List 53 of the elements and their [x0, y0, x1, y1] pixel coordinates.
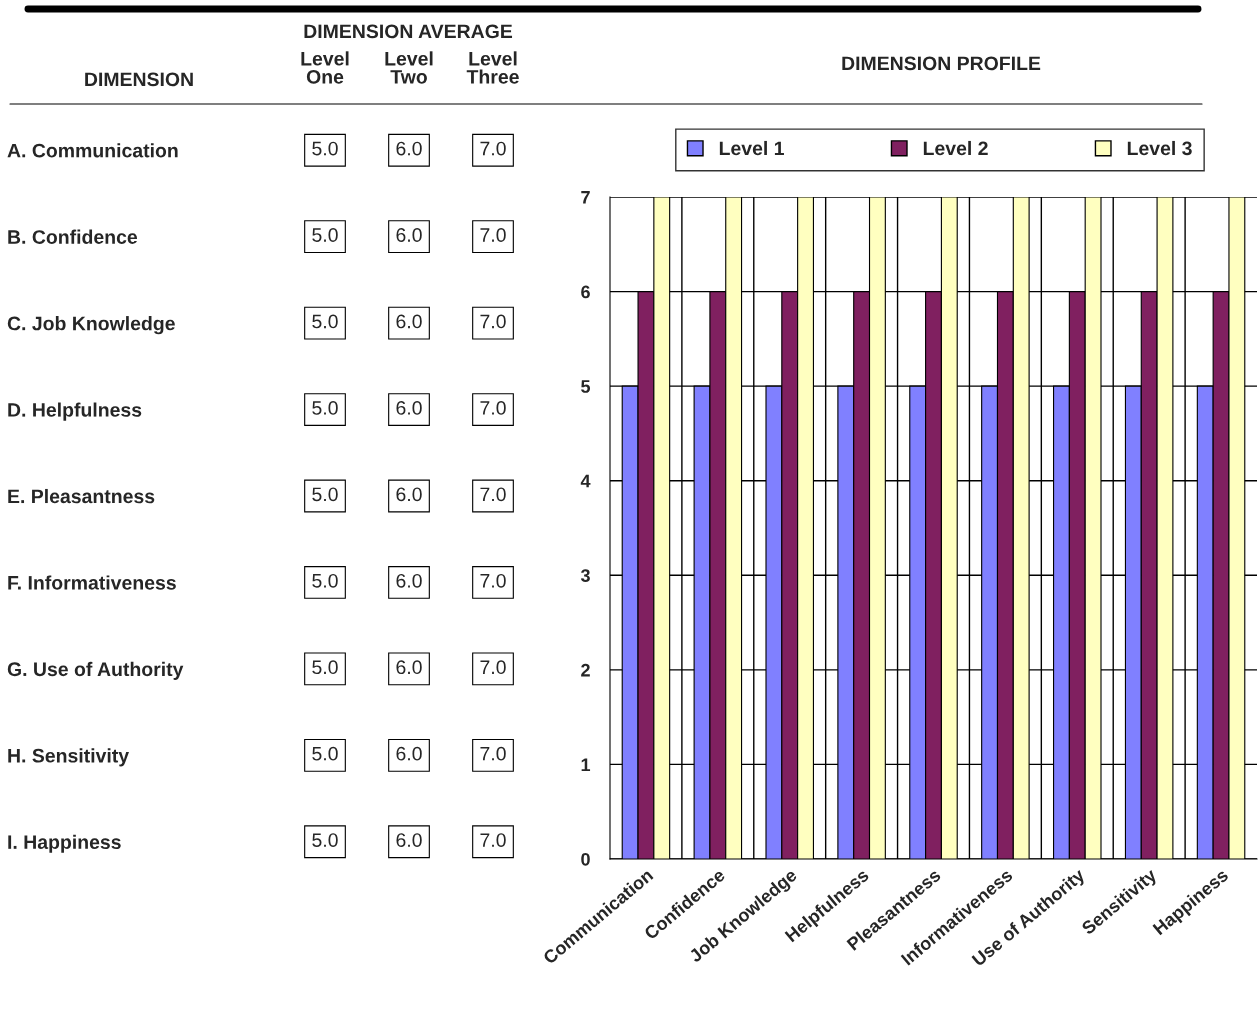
y-tick-label: 6 [581, 285, 590, 299]
y-tick-label: D. Helpfulness [8, 402, 142, 421]
y-tick-label: 7 [581, 191, 590, 204]
data-label: 5.0 [312, 401, 338, 415]
x-tick-label: Level Three [466, 51, 519, 84]
data-label: 6.0 [396, 228, 422, 242]
legend-label: Level 3 [1127, 140, 1192, 156]
data-label: 5.0 [312, 141, 338, 156]
y-tick-label: 2 [581, 663, 590, 677]
data-label: 7.0 [480, 833, 506, 847]
y-tick-label: 5 [581, 380, 591, 393]
data-label: 6.0 [396, 314, 422, 329]
data-label: 5.0 [312, 833, 338, 847]
data-label: 7.0 [480, 487, 506, 502]
data-label: 7.0 [480, 660, 506, 675]
y-tick-label: F. Informativeness [8, 575, 176, 590]
data-label: 6.0 [396, 487, 422, 502]
y-tick-label: 1 [581, 758, 591, 771]
y-axis-title: DIMENSION [85, 72, 193, 87]
data-label: 7.0 [480, 141, 506, 156]
y-tick-label: H. Sensitivity [8, 748, 129, 767]
data-label: 5.0 [312, 314, 338, 329]
x-tick-label: Level One [301, 51, 349, 84]
data-label: 6.0 [396, 833, 422, 847]
data-label: 7.0 [480, 573, 506, 588]
y-tick-label: E. Pleasantness [8, 488, 155, 504]
chart-title: DIMENSION PROFILE [842, 56, 1041, 71]
data-label: 7.0 [480, 228, 506, 242]
y-tick-label: 0 [581, 852, 590, 866]
data-label: 5.0 [312, 660, 338, 675]
y-tick-label: 3 [580, 569, 590, 583]
data-label: 6.0 [396, 401, 422, 415]
data-label: 7.0 [480, 401, 506, 415]
data-label: 5.0 [312, 573, 338, 588]
legend-label: Level 1 [719, 140, 784, 156]
legend-label: Level 2 [923, 140, 988, 156]
y-tick-label: 4 [580, 474, 591, 488]
data-label: 5.0 [312, 487, 338, 502]
y-tick-label: I. Happiness [8, 834, 121, 853]
y-tick-label: A. Communication [7, 143, 178, 158]
data-label: 5.0 [312, 228, 338, 242]
x-tick-label: Level Two [385, 51, 433, 84]
data-label: 6.0 [396, 746, 422, 761]
data-label: 6.0 [396, 141, 422, 156]
data-label: 5.0 [312, 746, 338, 761]
y-tick-label: B. Confidence [8, 229, 138, 244]
data-label: 6.0 [396, 660, 422, 675]
y-tick-label: G. Use of Authority [7, 661, 184, 680]
chart-title: DIMENSION AVERAGE [304, 24, 513, 39]
y-tick-label: C. Job Knowledge [7, 316, 175, 335]
data-label: 7.0 [480, 314, 506, 329]
data-label: 7.0 [480, 746, 506, 761]
data-label: 6.0 [396, 573, 422, 588]
